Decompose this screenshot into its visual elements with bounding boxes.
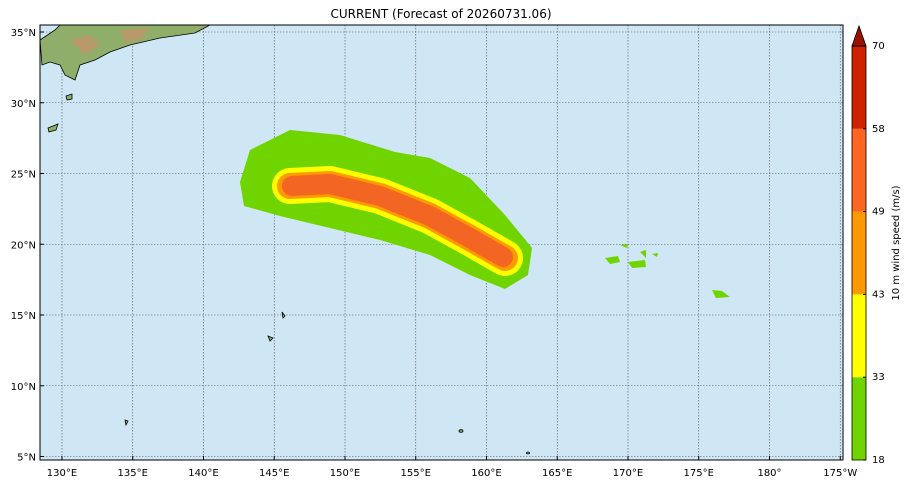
y-tick-label: 15°N xyxy=(11,311,36,322)
colorbar-tick-label: 58 xyxy=(872,124,885,135)
x-tick-label: 155°E xyxy=(401,468,431,479)
colorbar-segment xyxy=(852,128,866,212)
x-tick-label: 175°E xyxy=(684,468,714,479)
x-tick-label: 140°E xyxy=(188,468,218,479)
x-tick-label: 180° xyxy=(757,468,781,479)
x-tick-label: 145°E xyxy=(259,468,289,479)
map-frame xyxy=(39,24,844,461)
x-tick-label: 135°E xyxy=(118,468,148,479)
x-tick-label: 170°E xyxy=(613,468,643,479)
y-tick-label: 35°N xyxy=(11,28,36,39)
x-tick-label: 175°W xyxy=(823,468,857,479)
title: CURRENT (Forecast of 20260731.06) xyxy=(330,7,551,21)
x-tick-label: 130°E xyxy=(47,468,77,479)
x-tick-label: 150°E xyxy=(330,468,360,479)
y-tick-label: 5°N xyxy=(17,453,36,464)
y-tick-label: 30°N xyxy=(11,99,36,110)
colorbar-label: 10 m wind speed (m/s) xyxy=(891,185,902,300)
colorbar-tick-label: 43 xyxy=(872,289,885,300)
y-tick-label: 20°N xyxy=(11,240,36,251)
colorbar-tick-label: 49 xyxy=(872,207,885,218)
wind-swath xyxy=(240,130,730,298)
colorbar-tick-label: 70 xyxy=(872,41,885,52)
colorbar-extend xyxy=(851,24,867,47)
colorbar-frame xyxy=(851,45,867,461)
x-tick-label: 160°E xyxy=(471,468,501,479)
colorbar-segment xyxy=(852,46,866,129)
y-tick-label: 25°N xyxy=(11,170,36,181)
colorbar-tick-label: 33 xyxy=(872,372,885,383)
colorbar-segment xyxy=(852,211,866,295)
colorbar-segment xyxy=(852,377,866,460)
colorbar-segment xyxy=(852,294,866,378)
x-tick-label: 165°E xyxy=(542,468,572,479)
y-tick-label: 10°N xyxy=(11,382,36,393)
colorbar-tick-label: 18 xyxy=(872,455,885,466)
